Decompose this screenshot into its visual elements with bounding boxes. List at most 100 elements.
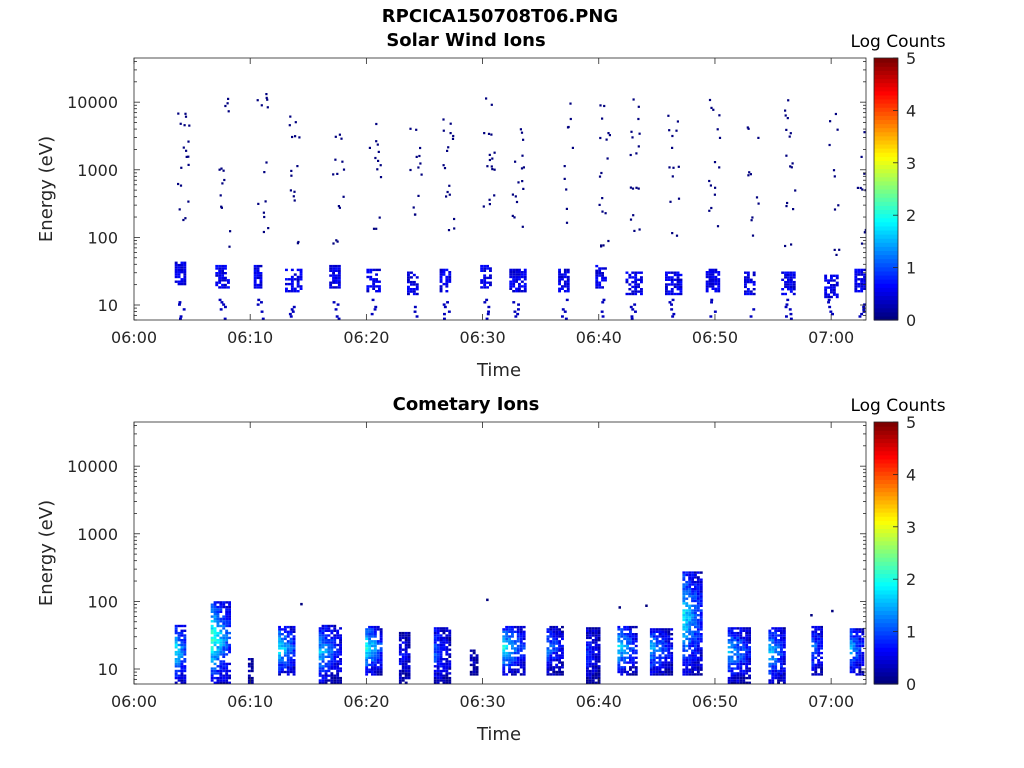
spectrogram-cell: [688, 576, 692, 579]
spectrogram-cell: [629, 656, 632, 659]
spectrogram-cell: [398, 674, 402, 677]
spectrogram-cell: [515, 287, 518, 290]
spectrogram-cell: [375, 273, 378, 276]
spectrogram-cell: [502, 654, 506, 657]
spectrogram-cell: [253, 281, 257, 284]
spectrogram-cell: [445, 280, 449, 283]
spectrogram-cell: [747, 127, 750, 130]
spectrogram-cell: [318, 669, 322, 673]
spectrogram-cell: [788, 135, 791, 138]
spectrogram-cell: [561, 644, 564, 648]
spectrogram-cell: [626, 647, 629, 650]
spectrogram-cell: [670, 644, 674, 648]
spectrogram-cell: [696, 621, 700, 624]
spectrogram-cell: [472, 663, 476, 667]
spectrogram-cell: [336, 643, 340, 647]
spectrogram-cell: [600, 171, 603, 175]
spectrogram-cell: [781, 292, 785, 296]
spectrogram-cell: [664, 661, 668, 664]
spectrogram-cell: [601, 276, 604, 280]
spectrogram-cell: [373, 630, 377, 633]
spectrogram-cell: [699, 656, 703, 659]
spectrogram-cell: [336, 650, 340, 654]
spectrogram-cell: [522, 654, 526, 657]
spectrogram-cell: [415, 315, 419, 318]
spectrogram-cell: [688, 611, 692, 615]
spectrogram-cell: [321, 658, 325, 661]
spectrogram-cell: [634, 673, 638, 676]
spectrogram-cell: [373, 633, 377, 636]
spectrogram-cell: [404, 674, 408, 677]
spectrogram-cell: [213, 672, 217, 675]
spectrogram-cell: [552, 628, 556, 631]
spectrogram-cell: [667, 642, 671, 645]
spectrogram-cell: [668, 166, 671, 169]
spectrogram-cell: [502, 651, 506, 655]
spectrogram-cell: [774, 631, 778, 635]
spectrogram-cell: [629, 305, 633, 309]
spectrogram-cell: [339, 636, 342, 640]
spectrogram-cell: [330, 679, 334, 682]
colorbar-swatch: [874, 532, 898, 538]
colorbar-swatch: [874, 111, 898, 116]
spectrogram-cell: [792, 271, 796, 274]
spectrogram-cell: [327, 662, 331, 666]
spectrogram-cell: [748, 631, 751, 635]
spectrogram-cell: [336, 172, 339, 175]
spectrogram-cell: [789, 285, 793, 289]
spectrogram-cell: [289, 647, 293, 650]
spectrogram-cell: [290, 280, 294, 283]
spectrogram-cell: [228, 605, 231, 609]
spectrogram-cell: [784, 292, 787, 296]
spectrogram-cell: [849, 640, 853, 643]
spectrogram-cell: [655, 644, 659, 648]
spectrogram-cell: [508, 625, 511, 629]
spectrogram-cell: [373, 663, 377, 667]
spectrogram-cell: [736, 639, 740, 642]
spectrogram-cell: [623, 670, 627, 674]
spectrogram-cell: [667, 290, 671, 293]
spectrogram-cell: [376, 659, 380, 662]
spectrogram-cell: [688, 644, 692, 648]
spectrogram-cell: [219, 643, 223, 647]
colorbar-swatch: [874, 295, 898, 301]
spectrogram-cell: [565, 207, 568, 210]
spectrogram-cell: [777, 660, 780, 663]
spectrogram-cell: [742, 674, 746, 677]
colorbar-label: Log Counts: [850, 32, 945, 52]
spectrogram-cell: [180, 266, 184, 269]
spectrogram-cell: [371, 656, 374, 659]
spectrogram-cell: [210, 629, 214, 632]
spectrogram-cell: [691, 592, 694, 596]
spectrogram-cell: [278, 628, 281, 631]
spectrogram-cell: [626, 635, 629, 638]
spectrogram-cell: [523, 271, 527, 274]
spectrogram-cell: [691, 609, 694, 612]
spectrogram-cell: [552, 651, 556, 655]
spectrogram-cell: [629, 654, 632, 657]
spectrogram-cell: [730, 639, 734, 642]
spectrogram-cell: [617, 670, 621, 674]
spectrogram-cell: [366, 271, 370, 274]
spectrogram-cell: [318, 631, 322, 635]
spectrogram-cell: [210, 608, 214, 611]
spectrogram-cell: [629, 659, 632, 662]
spectrogram-cell: [299, 273, 303, 276]
spectrogram-cell: [439, 278, 443, 281]
spectrogram-cell: [174, 660, 178, 663]
spectrogram-cell: [855, 673, 859, 676]
spectrogram-cell: [561, 647, 564, 650]
spectrogram-cell: [177, 650, 181, 654]
spectrogram-cell: [594, 662, 598, 666]
y-tick-label: 100: [87, 228, 118, 247]
spectrogram-cell: [404, 655, 408, 658]
spectrogram-cell: [789, 276, 793, 279]
spectrogram-cell: [289, 668, 293, 671]
spectrogram-cell: [404, 667, 408, 670]
spectrogram-cell: [376, 673, 380, 676]
colorbar-swatch: [874, 168, 898, 174]
spectrogram-cell: [746, 276, 750, 279]
spectrogram-cell: [649, 640, 653, 643]
spectrogram-cell: [827, 286, 830, 289]
spectrogram-cell: [830, 279, 833, 282]
